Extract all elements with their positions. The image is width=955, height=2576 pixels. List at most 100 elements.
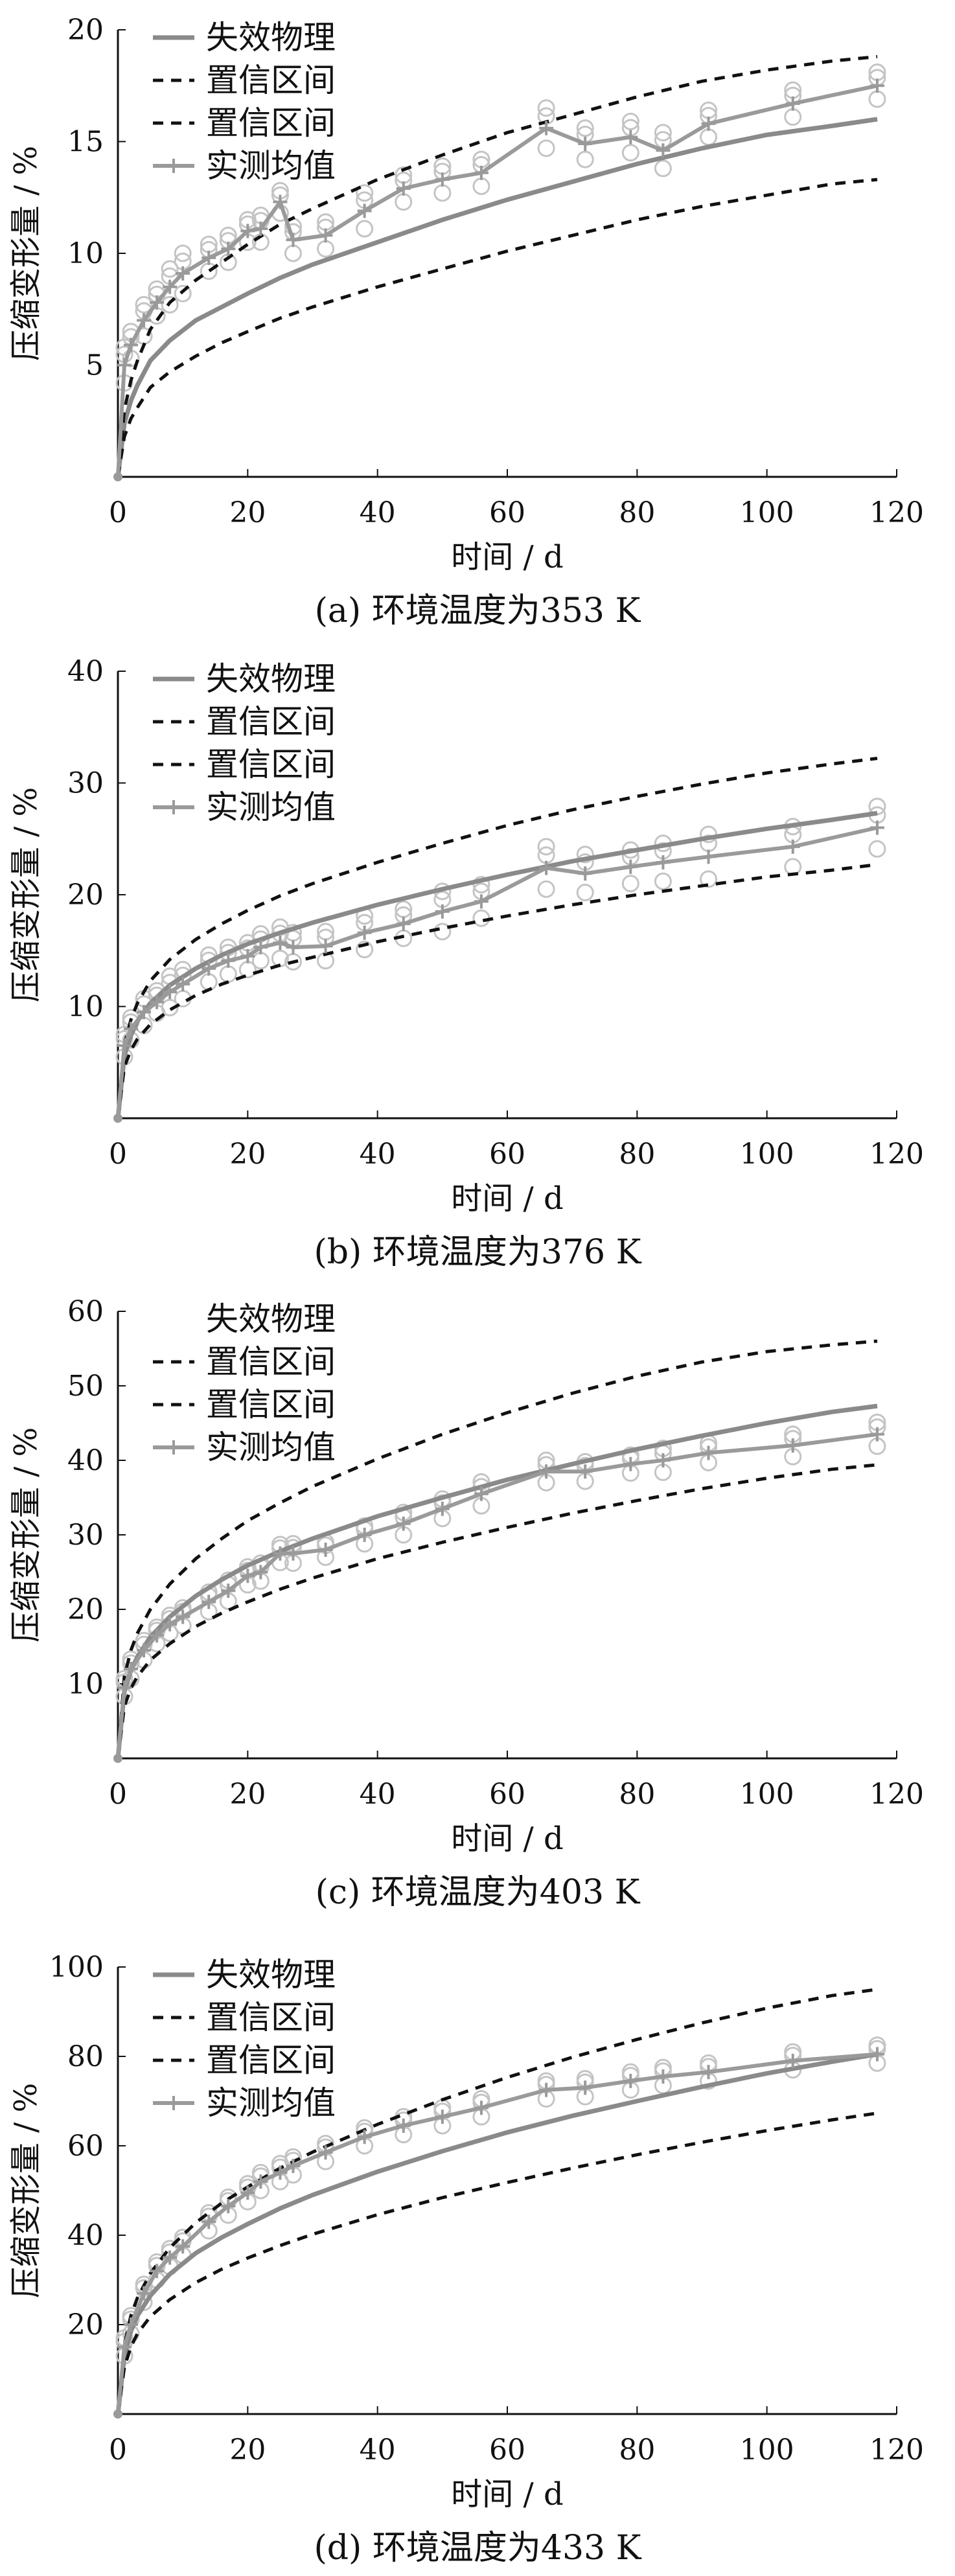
sample-point [537, 139, 555, 157]
origin-marker [113, 1754, 122, 1763]
x-axis-title: 时间 / d [451, 2476, 563, 2513]
confidence-lower-line [116, 1463, 878, 1759]
sample-point [472, 875, 490, 893]
y-tick-label: 20 [67, 2308, 104, 2341]
origin-marker [113, 2409, 122, 2419]
sample-point [654, 159, 672, 178]
x-tick-label: 100 [740, 2433, 794, 2467]
sample-point [356, 220, 374, 238]
origin-marker [113, 1114, 122, 1123]
measured-mean-line [116, 84, 878, 477]
sample-point [284, 244, 302, 262]
y-axis-title: 压缩变形量 / % [8, 787, 44, 1002]
sample-point [537, 99, 555, 117]
origin-marker [113, 472, 122, 481]
legend-label: 置信区间 [206, 1343, 336, 1381]
sample-point [219, 965, 237, 983]
y-tick-label: 20 [67, 14, 104, 47]
confidence-lower-line [116, 178, 878, 477]
sample-point [537, 880, 555, 898]
x-tick-label: 40 [360, 1778, 396, 1811]
x-tick-label: 20 [229, 1778, 266, 1811]
y-axis-title: 压缩变形量 / % [8, 146, 44, 361]
legend-label: 置信区间 [206, 2041, 336, 2079]
sample-point [395, 193, 413, 211]
sample-point [317, 240, 335, 258]
confidence-lower-line [116, 2111, 878, 2415]
sample-point [784, 858, 802, 876]
y-tick-label: 10 [67, 237, 104, 270]
x-tick-label: 40 [360, 2433, 396, 2467]
legend-label: 置信区间 [206, 703, 336, 741]
x-tick-label: 20 [229, 496, 266, 529]
y-tick-label: 10 [67, 991, 104, 1024]
x-tick-label: 40 [360, 496, 396, 529]
x-tick-label: 60 [489, 496, 525, 529]
sample-point [161, 998, 179, 1017]
y-tick-label: 5 [86, 349, 104, 382]
chart-caption: (d) 环境温度为433 K [314, 2529, 641, 2568]
sample-point [654, 124, 672, 142]
x-tick-label: 20 [229, 1138, 266, 1171]
sample-point [576, 150, 594, 168]
y-axis-title: 压缩变形量 / % [8, 2083, 44, 2298]
legend-label: 置信区间 [206, 104, 336, 142]
sample-point [356, 941, 374, 959]
sample-point [784, 108, 802, 126]
sample-point [472, 909, 490, 927]
chart-panel-b: 10 20 30 40 0 20 40 60 80 100 120 时间 / d 压缩变形量 / % (b… [8, 655, 924, 1272]
x-tick-label: 120 [869, 1778, 924, 1811]
sample-point [576, 884, 594, 902]
legend-label: 置信区间 [206, 1386, 336, 1423]
legend-label: 实测均值 [206, 788, 336, 826]
legend-label: 置信区间 [206, 746, 336, 783]
plot-area [115, 1988, 886, 2415]
model-line [115, 811, 878, 1119]
sample-point [621, 875, 639, 893]
plot-area [115, 1339, 886, 1759]
plot-area [115, 54, 886, 477]
legend-label: 实测均值 [206, 2084, 336, 2122]
x-tick-label: 40 [360, 1138, 396, 1171]
y-tick-label: 10 [67, 1668, 104, 1701]
legend-label: 失效物理 [206, 19, 336, 56]
confidence-lower-line [116, 862, 878, 1119]
sample-point [433, 184, 452, 202]
y-tick-label: 80 [67, 2040, 104, 2073]
confidence-upper-line [116, 1339, 878, 1759]
x-tick-label: 120 [869, 1138, 924, 1171]
x-tick-label: 120 [869, 2433, 924, 2467]
y-tick-label: 30 [67, 1519, 104, 1552]
chart-caption: (a) 环境温度为353 K [315, 592, 641, 630]
x-tick-label: 0 [109, 1778, 127, 1811]
legend-label: 失效物理 [206, 1300, 336, 1338]
chart-caption: (b) 环境温度为376 K [314, 1233, 641, 1272]
y-tick-label: 40 [67, 2219, 104, 2252]
chart-caption: (c) 环境温度为403 K [316, 1873, 641, 1912]
sample-point [868, 90, 886, 108]
legend-label: 实测均值 [206, 1429, 336, 1466]
sample-point [654, 872, 672, 890]
x-tick-label: 60 [489, 1778, 525, 1811]
sample-point [576, 845, 594, 864]
legend-label: 失效物理 [206, 660, 336, 698]
sample-point [433, 923, 452, 941]
sample-point [135, 295, 153, 314]
y-tick-label: 100 [49, 1951, 104, 1984]
sample-point [621, 144, 639, 162]
x-axis-title: 时间 / d [451, 1180, 563, 1217]
legend-label: 置信区间 [206, 62, 336, 99]
sample-point [161, 260, 179, 278]
plot-area [115, 757, 886, 1119]
x-tick-label: 100 [740, 1138, 794, 1171]
confidence-upper-line [116, 757, 878, 1119]
y-tick-label: 40 [67, 1444, 104, 1477]
x-tick-label: 20 [229, 2433, 266, 2467]
y-tick-label: 20 [67, 879, 104, 912]
model-line [115, 117, 878, 477]
y-tick-label: 40 [67, 655, 104, 688]
y-tick-label: 60 [67, 1295, 104, 1328]
x-tick-label: 60 [489, 1138, 525, 1171]
